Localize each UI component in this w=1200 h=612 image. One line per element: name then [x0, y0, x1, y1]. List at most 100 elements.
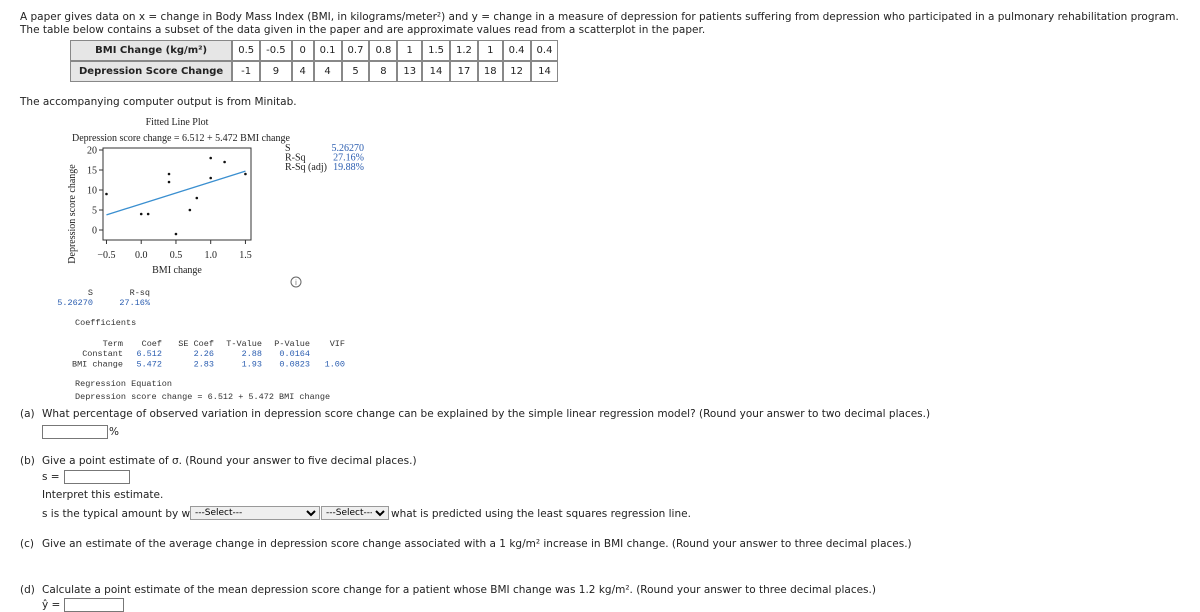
- table-cell: 0.4: [502, 40, 531, 61]
- coef-value: 0.0823: [279, 360, 310, 370]
- y-tick-label: 0: [92, 226, 97, 237]
- stat-label: R-Sq: [285, 153, 306, 164]
- question-a-label: (a): [20, 408, 35, 420]
- info-icon[interactable]: [290, 276, 302, 288]
- coef-header: Coef: [142, 339, 162, 349]
- regression-equation: Depression score change = 6.512 + 5.472 …: [75, 392, 330, 402]
- x-tick-label: 0.5: [170, 250, 183, 261]
- coef-term: BMI change: [72, 360, 123, 370]
- answer-a[interactable]: [42, 425, 108, 439]
- x-tick-label: 1.0: [204, 250, 217, 261]
- point: [146, 212, 150, 216]
- coef-value: 2.26: [194, 349, 214, 359]
- stat-value: 5.26270: [332, 143, 365, 154]
- question-d: Calculate a point estimate of the mean d…: [42, 584, 876, 596]
- data-table: BMI Change (kg/m²) 0.5 -0.5 0 0.1 0.7 0.8 1 1.5 1…: [70, 40, 559, 82]
- coef-value: 1.93: [242, 360, 262, 370]
- summary-value: 5.26270: [57, 298, 93, 308]
- table-cell: 4: [313, 61, 342, 82]
- coef-header: P-Value: [274, 339, 310, 349]
- y-tick-label: 10: [87, 186, 97, 197]
- point: [167, 172, 171, 176]
- table-cell: 12: [502, 61, 531, 82]
- yhat-label: ŷ =: [42, 599, 61, 611]
- point: [188, 208, 192, 212]
- coef-value: 1.00: [325, 360, 345, 370]
- fitted-line: [106, 170, 246, 216]
- table-cell: -1: [232, 61, 261, 82]
- table-cell: 14: [530, 61, 559, 82]
- table-cell: 0.8: [369, 40, 398, 61]
- y-tick-label: 20: [87, 146, 97, 157]
- point: [139, 212, 143, 216]
- table-cell: 14: [422, 61, 450, 82]
- coef-value: 2.83: [194, 360, 214, 370]
- s-label: s =: [42, 471, 60, 483]
- question-b: Give a point estimate of σ. (Round your …: [42, 455, 417, 467]
- minitab-output: i Fitted Line Plot Depression score chang…: [57, 117, 365, 402]
- summary-header: R-sq: [130, 288, 150, 298]
- answer-b[interactable]: [64, 470, 130, 484]
- info-icon-glyph: i: [295, 279, 297, 287]
- coef-term: Constant: [82, 349, 123, 359]
- table-cell: 18: [477, 61, 503, 82]
- regression-title: Regression Equation: [75, 379, 172, 389]
- point: [223, 160, 226, 164]
- interpret-text-1: s is the typical amount by which the: [42, 508, 233, 520]
- table-cell: 17: [450, 61, 478, 82]
- table-row: BMI Change (kg/m²) 0.5 -0.5 0 0.1 0.7 0.8 1 1.5 1…: [70, 40, 559, 61]
- table-cell: 1: [477, 40, 503, 61]
- table-row: Depression Score Change -1 9 4 4 5 8 13 14 17 18 12…: [70, 61, 559, 82]
- table-cell: 9: [260, 61, 292, 82]
- coef-header: SE Coef: [178, 339, 214, 349]
- point: [209, 156, 212, 160]
- table-cell: 0.5: [232, 40, 261, 61]
- table-cell: 5: [341, 61, 370, 82]
- x-tick-label: −0.5: [97, 250, 115, 261]
- point: [105, 192, 108, 196]
- table-cell: 4: [291, 61, 314, 82]
- stat-value: 27.16%: [333, 153, 364, 164]
- question-c-label: (c): [20, 538, 34, 550]
- y-axis-label: Depression score change: [67, 164, 78, 264]
- output-note: The accompanying computer output is from…: [20, 96, 297, 108]
- y-tick-label: 15: [87, 166, 97, 177]
- table-cell: 0.4: [530, 40, 559, 61]
- point: [209, 176, 212, 180]
- row-header: Depression Score Change: [70, 61, 233, 82]
- coef-header: T-Value: [226, 339, 262, 349]
- question-d-label: (d): [20, 584, 35, 596]
- row-header: BMI Change (kg/m²): [70, 40, 233, 61]
- plot-frame: [102, 147, 252, 241]
- stat-label: R-Sq (adj): [285, 162, 327, 173]
- coefficients-title: Coefficients: [75, 318, 136, 328]
- table-cell: 0: [291, 40, 314, 61]
- summary-value: 27.16%: [119, 298, 151, 308]
- question-a: What percentage of observed variation in…: [42, 408, 931, 420]
- interpret-prompt: Interpret this estimate.: [42, 489, 164, 501]
- coef-header: VIF: [330, 339, 345, 349]
- point: [195, 196, 199, 200]
- coef-value: 5.472: [136, 360, 162, 370]
- x-axis-label: BMI change: [152, 265, 202, 276]
- interpret-text-3: what is predicted using the least square…: [391, 508, 691, 520]
- answer-d[interactable]: [64, 598, 124, 612]
- point: [167, 180, 171, 184]
- x-tick-label: 0.0: [135, 250, 148, 261]
- table-cell: 1.5: [422, 40, 450, 61]
- table-cell: 8: [369, 61, 398, 82]
- coef-value: 0.0164: [279, 349, 310, 359]
- y-tick-label: 5: [92, 206, 97, 217]
- select-1[interactable]: ---Select---: [190, 506, 320, 520]
- coef-value: 6.512: [136, 349, 162, 359]
- table-cell: -0.5: [260, 40, 292, 61]
- point: [244, 172, 247, 176]
- question-c: Give an estimate of the average change i…: [42, 538, 912, 550]
- table-cell: 1: [397, 40, 423, 61]
- unit-a: %: [109, 426, 119, 438]
- select-2[interactable]: ---Select---: [321, 506, 389, 520]
- stat-label: S: [285, 143, 291, 154]
- summary-header: S: [88, 288, 93, 298]
- plot-title: Fitted Line Plot: [146, 117, 209, 128]
